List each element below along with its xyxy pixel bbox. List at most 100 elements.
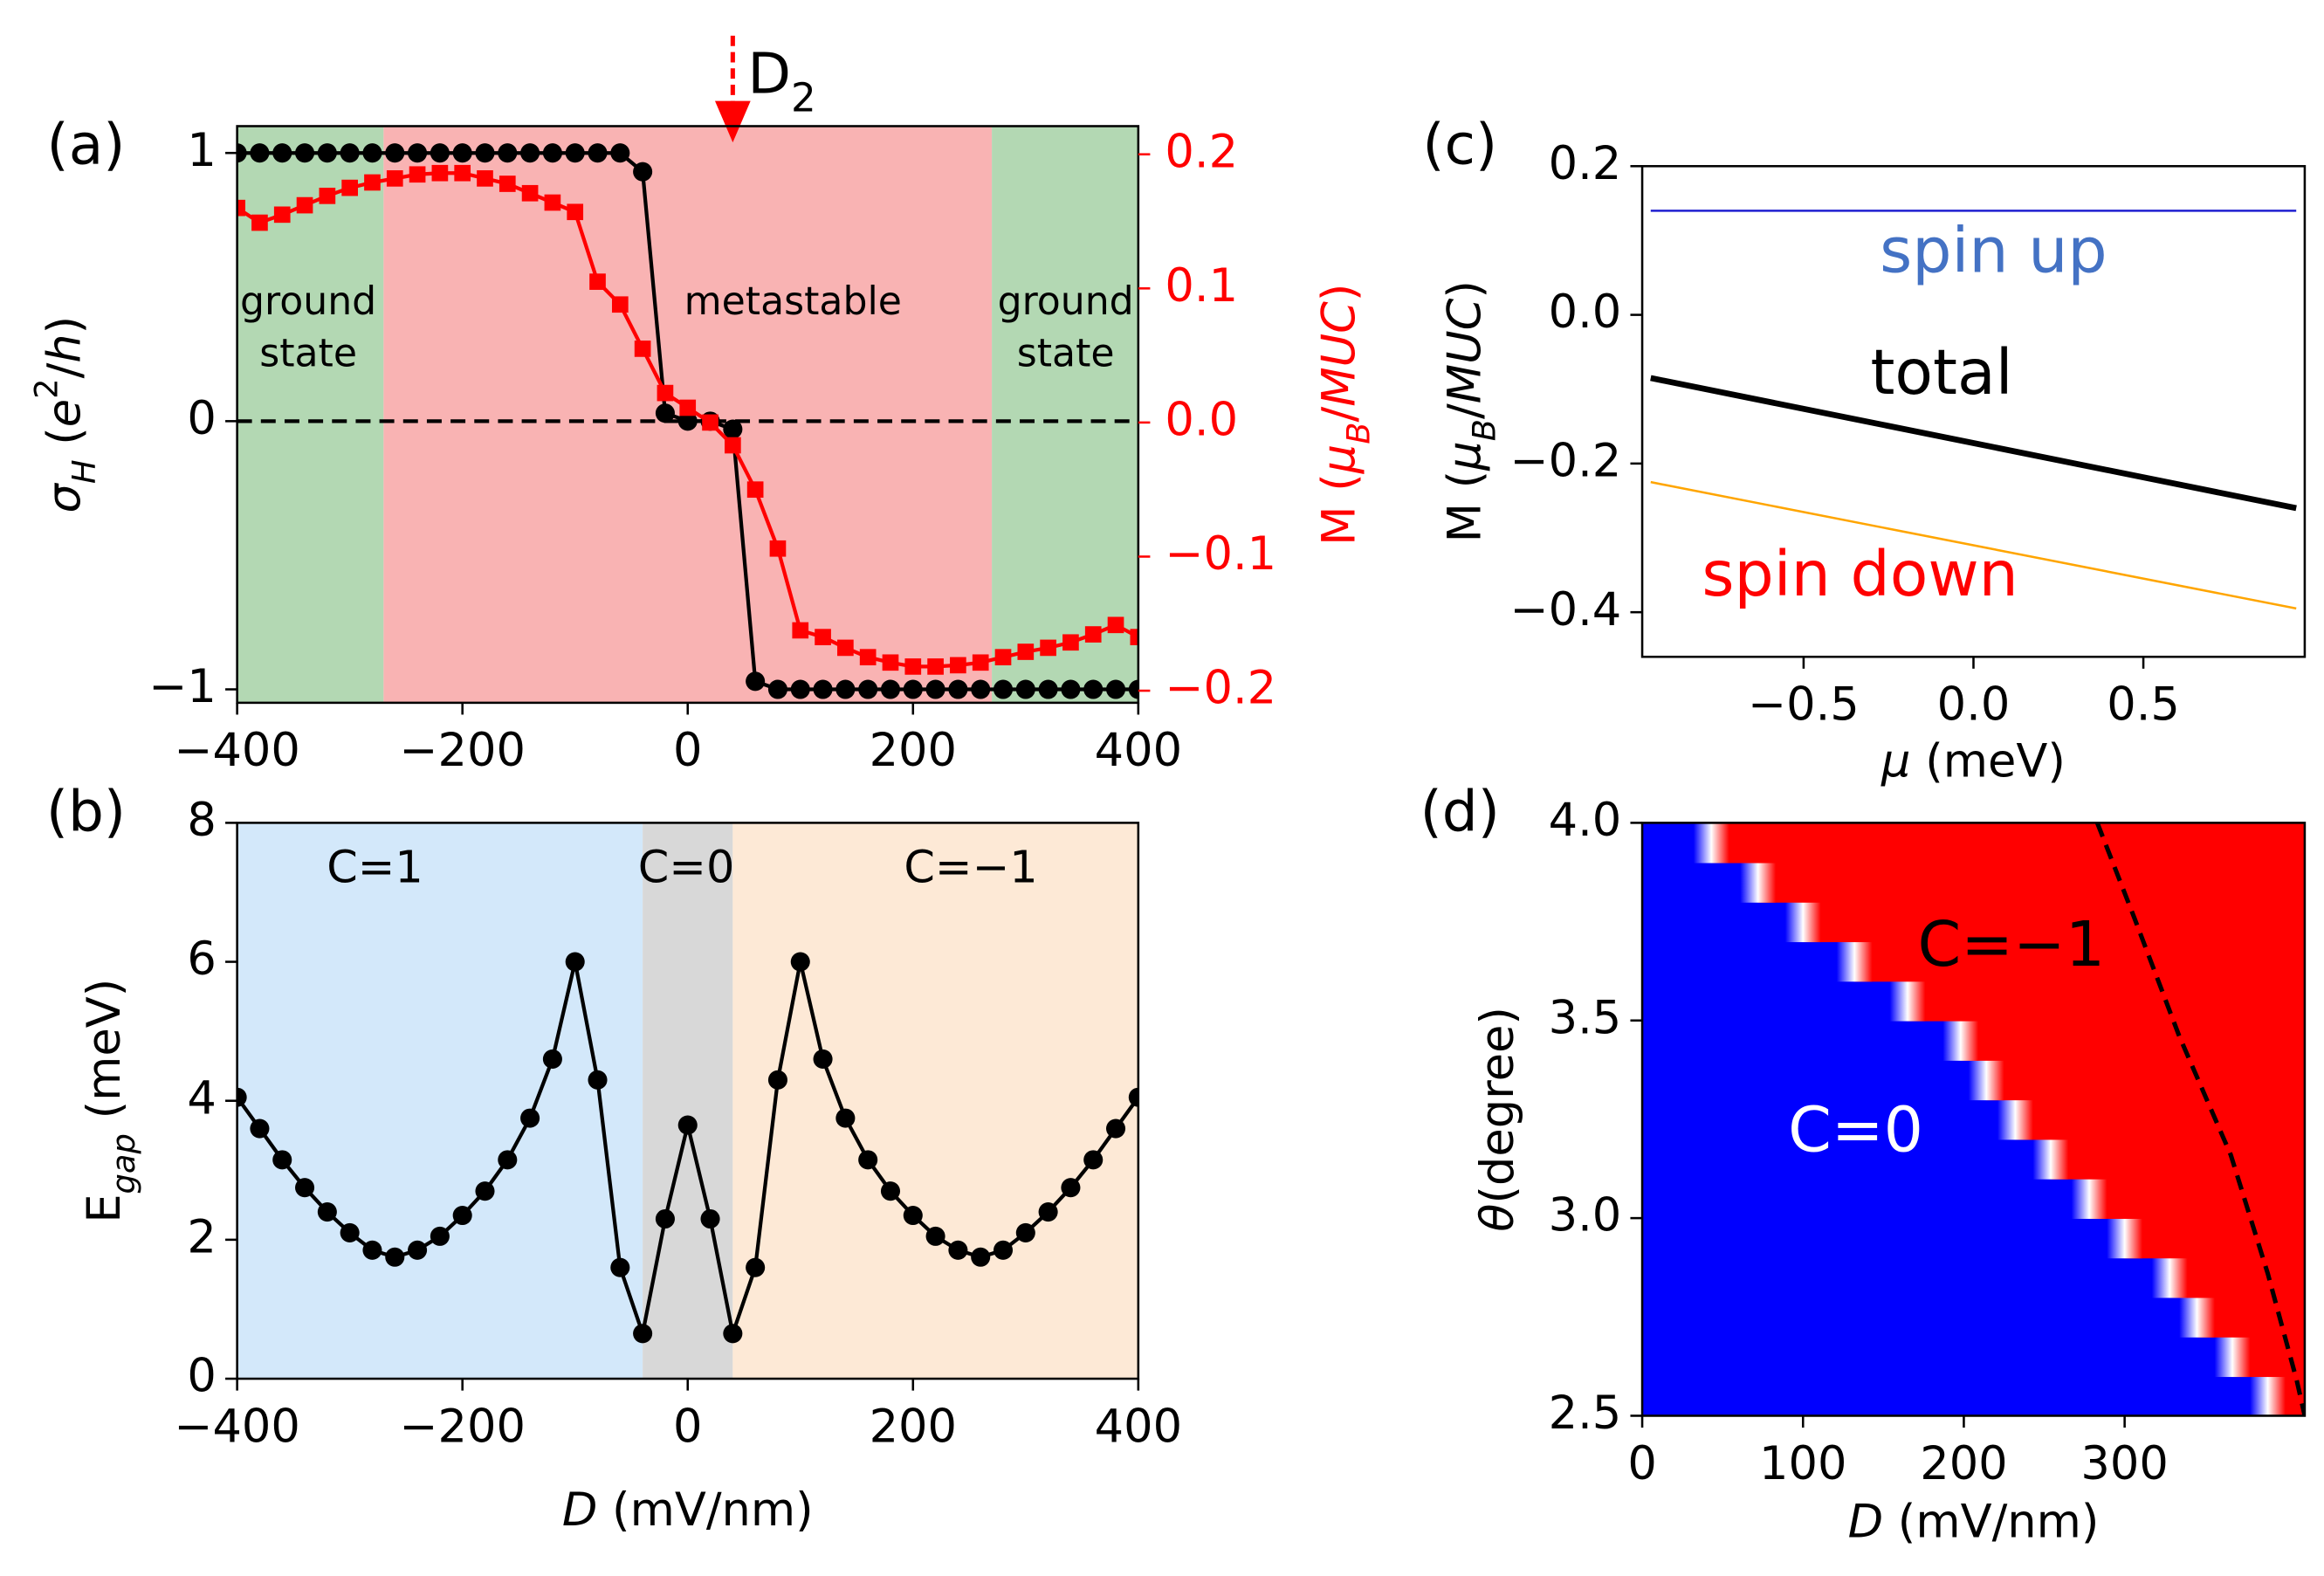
- phase-boundary: [1968, 1060, 2004, 1101]
- marker: [767, 1070, 787, 1090]
- marker: [993, 679, 1014, 699]
- marker: [948, 1240, 968, 1260]
- marker: [588, 143, 608, 163]
- marker: [971, 679, 991, 699]
- panel-label: (c): [1422, 113, 1497, 178]
- marker: [610, 1257, 630, 1277]
- plot-area: [237, 126, 1138, 703]
- marker: [858, 679, 878, 699]
- phase-right: [2089, 1178, 2305, 1219]
- y2-tick-label: 0.2: [1165, 125, 1238, 178]
- marker: [1017, 643, 1035, 660]
- marker: [813, 679, 833, 699]
- phase-boundary: [2179, 1297, 2215, 1338]
- marker: [1083, 679, 1104, 699]
- marker: [880, 1181, 901, 1201]
- plot-frame: [1640, 822, 2307, 1417]
- marker: [340, 143, 360, 163]
- label-part: θ: [1471, 1204, 1524, 1232]
- label-part: MUC: [1312, 301, 1365, 407]
- annotation: C=−1: [1917, 908, 2105, 981]
- marker: [362, 1240, 382, 1260]
- label-part: B: [1339, 422, 1377, 444]
- marker: [430, 143, 450, 163]
- y-tick-label: 3.5: [1549, 991, 1622, 1044]
- phase-left: [1642, 1020, 1961, 1061]
- series-line: [1650, 375, 2297, 512]
- marker: [723, 1324, 743, 1344]
- marker: [950, 657, 966, 674]
- phase-boundary: [1997, 1099, 2033, 1140]
- region: [643, 822, 733, 1380]
- label-part: 2: [791, 74, 816, 120]
- label-part: /: [1312, 406, 1365, 422]
- marker: [475, 143, 495, 163]
- annotation: spin down: [1702, 538, 2018, 610]
- phase-left: [1642, 1060, 1987, 1101]
- x-tick-label: 0: [673, 1400, 702, 1453]
- region-label: ground: [998, 279, 1134, 324]
- arrow-head: [714, 100, 751, 143]
- y-tick-label: 3.0: [1549, 1189, 1622, 1242]
- y-tick-label: 0: [187, 392, 216, 445]
- marker: [520, 143, 540, 163]
- marker: [452, 143, 472, 163]
- label-part: gap: [105, 1133, 142, 1194]
- marker: [408, 1240, 428, 1260]
- x-axis-label: μ (meV): [1881, 734, 2066, 788]
- series-line: [1650, 480, 2297, 610]
- phase-right: [1803, 901, 2305, 943]
- phase-right: [2124, 1218, 2305, 1259]
- label-part: E: [78, 1194, 131, 1222]
- region-label: C=1: [327, 843, 423, 894]
- y-tick-label: 0: [187, 1350, 216, 1403]
- marker: [1107, 616, 1124, 634]
- panel-label: (a): [47, 113, 126, 178]
- marker: [859, 649, 877, 666]
- label-part: ): [1312, 284, 1365, 302]
- marker: [386, 170, 403, 187]
- marker: [882, 654, 899, 671]
- marker: [251, 214, 268, 231]
- marker: [702, 414, 719, 431]
- x-tick-label: 0: [673, 724, 702, 777]
- marker: [250, 1118, 270, 1139]
- x-tick-label: 300: [2080, 1437, 2168, 1490]
- marker: [746, 481, 764, 499]
- annotation: spin up: [1880, 215, 2107, 287]
- x-tick-label: −0.5: [1748, 678, 1860, 732]
- phase-right: [2050, 1139, 2305, 1180]
- marker: [341, 179, 358, 196]
- x-tick-label: 200: [870, 1400, 957, 1453]
- marker: [237, 143, 247, 163]
- phase-right: [1757, 862, 2305, 903]
- marker: [498, 1150, 518, 1170]
- x-tick-label: 200: [870, 724, 957, 777]
- label-part: /: [38, 362, 91, 378]
- marker: [273, 206, 291, 224]
- marker: [837, 639, 854, 657]
- marker: [542, 1049, 562, 1070]
- phase-left: [1642, 1257, 2170, 1298]
- marker: [272, 143, 292, 163]
- marker: [655, 1208, 675, 1229]
- label-part: 2: [27, 378, 65, 398]
- y-tick-label: 2: [187, 1211, 216, 1264]
- marker: [972, 654, 989, 671]
- marker: [746, 1257, 766, 1277]
- phase-left: [1642, 1218, 2125, 1259]
- marker: [1105, 679, 1126, 699]
- x-axis-label: D (mV/nm): [1848, 1495, 2100, 1548]
- marker: [813, 1049, 833, 1070]
- label-part: σ: [38, 483, 91, 513]
- phase-boundary: [2250, 1376, 2286, 1416]
- label-part: ): [38, 316, 91, 334]
- y2-tick-label: −0.2: [1165, 662, 1276, 715]
- marker: [340, 1222, 360, 1242]
- region: [732, 822, 1138, 1380]
- label-part: M (: [1312, 473, 1365, 546]
- phase-right: [1854, 941, 2305, 982]
- dashed-curve: [2094, 822, 2305, 1416]
- phase-right: [2197, 1297, 2305, 1338]
- y2-tick-label: 0.1: [1165, 259, 1238, 313]
